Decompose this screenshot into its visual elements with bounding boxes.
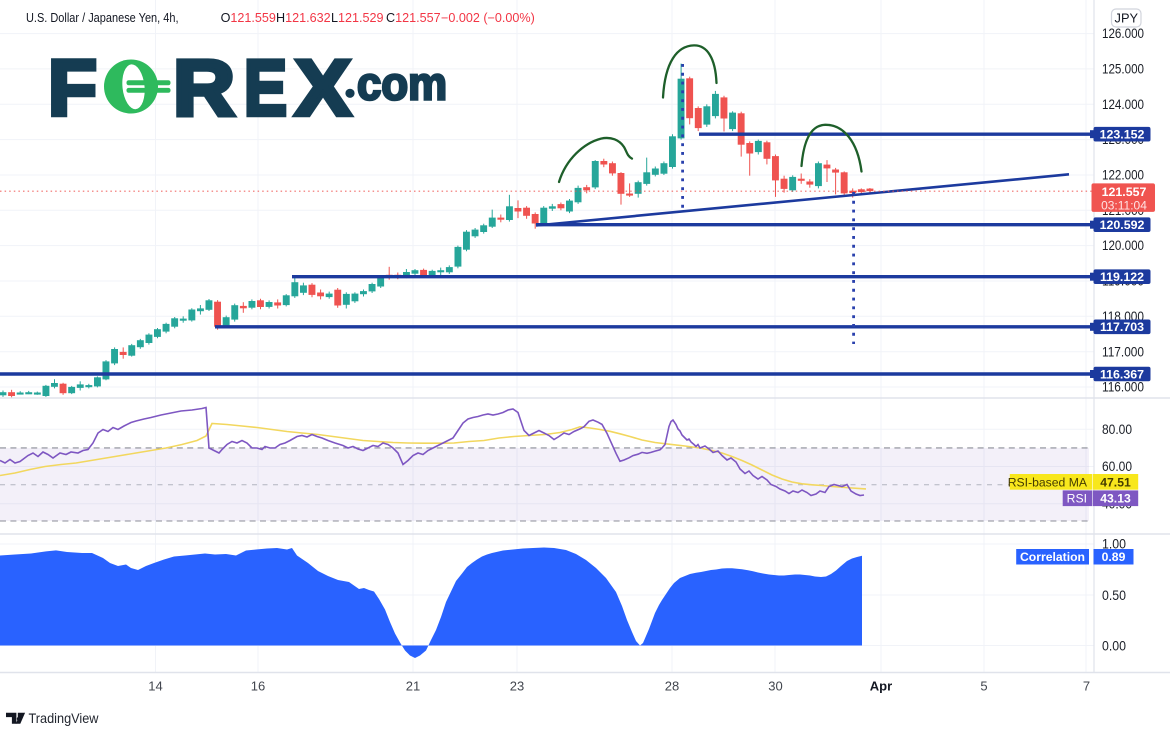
svg-text:125.000: 125.000 bbox=[1102, 62, 1144, 77]
svg-text:121.557: 121.557 bbox=[1102, 185, 1147, 199]
svg-text:122.000: 122.000 bbox=[1102, 168, 1144, 183]
svg-text:116.000: 116.000 bbox=[1102, 380, 1144, 395]
svg-text:120.592: 120.592 bbox=[1100, 218, 1145, 232]
svg-text:U.S. Dollar / Japanese Yen, 4h: U.S. Dollar / Japanese Yen, 4h, bbox=[26, 11, 179, 25]
svg-text:JPY: JPY bbox=[1115, 11, 1139, 26]
svg-text:28: 28 bbox=[665, 679, 679, 694]
svg-text:0.50: 0.50 bbox=[1102, 588, 1126, 603]
svg-text:14: 14 bbox=[148, 679, 162, 694]
svg-text:RSI-based MA: RSI-based MA bbox=[1008, 475, 1088, 489]
svg-text:80.00: 80.00 bbox=[1102, 422, 1132, 437]
svg-text:21: 21 bbox=[406, 679, 420, 694]
svg-text:123.152: 123.152 bbox=[1100, 128, 1145, 142]
svg-text:RSI: RSI bbox=[1067, 492, 1087, 506]
svg-text:0.00: 0.00 bbox=[1102, 639, 1126, 654]
svg-text:X: X bbox=[295, 43, 351, 132]
svg-text:43.13: 43.13 bbox=[1100, 492, 1131, 506]
svg-text:com: com bbox=[357, 57, 447, 109]
svg-text:16: 16 bbox=[251, 679, 265, 694]
svg-text:120.000: 120.000 bbox=[1102, 238, 1144, 253]
svg-text:117.703: 117.703 bbox=[1100, 320, 1144, 334]
svg-text:30: 30 bbox=[768, 679, 782, 694]
svg-text:E: E bbox=[244, 43, 287, 132]
svg-text:03:11:04: 03:11:04 bbox=[1101, 198, 1147, 212]
svg-text:124.000: 124.000 bbox=[1102, 97, 1144, 112]
svg-text:5: 5 bbox=[980, 679, 987, 694]
svg-text:1.00: 1.00 bbox=[1102, 537, 1126, 552]
svg-text:60.00: 60.00 bbox=[1102, 459, 1132, 474]
svg-text:TradingView: TradingView bbox=[29, 711, 99, 726]
svg-text:0.89: 0.89 bbox=[1102, 550, 1126, 564]
svg-text:Apr: Apr bbox=[870, 679, 892, 694]
svg-text:Correlation: Correlation bbox=[1020, 550, 1085, 564]
svg-text:119.122: 119.122 bbox=[1100, 270, 1144, 284]
svg-text:7: 7 bbox=[1083, 679, 1090, 694]
svg-text:23: 23 bbox=[510, 679, 524, 694]
svg-text:R: R bbox=[173, 43, 235, 132]
svg-text:116.367: 116.367 bbox=[1100, 367, 1144, 381]
svg-text:47.51: 47.51 bbox=[1100, 475, 1131, 489]
svg-text:126.000: 126.000 bbox=[1102, 26, 1144, 41]
svg-text:F: F bbox=[48, 43, 97, 132]
svg-text:117.000: 117.000 bbox=[1102, 344, 1144, 359]
